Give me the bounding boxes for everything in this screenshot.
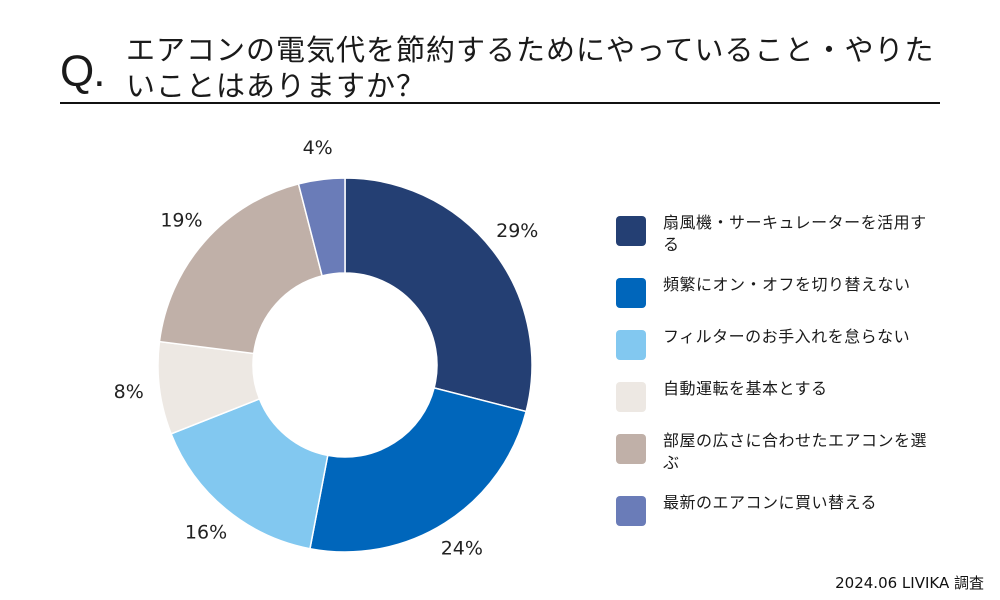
legend-swatch (616, 216, 646, 246)
legend-item: フィルターのお手入れを怠らない (616, 326, 946, 360)
legend-swatch (616, 382, 646, 412)
chart-header: Q. エアコンの電気代を節約するためにやっていること・やりたいことはありますか？ (60, 28, 940, 104)
legend-item: 自動運転を基本とする (616, 378, 946, 412)
chart-legend: 扇風機・サーキュレーターを活用する頻繁にオン・オフを切り替えない フィルターのお手… (616, 212, 946, 544)
donut-slice (309, 386, 528, 553)
source-note: 2024.06 LIVIKA 調査 (835, 574, 984, 592)
legend-label: 自動運転を基本とする (663, 379, 828, 398)
donut-slices (157, 177, 533, 553)
legend-label: フィルターのお手入れを怠らない (663, 327, 911, 346)
slice-percentage-label: 8% (114, 381, 144, 403)
legend-swatch (616, 434, 646, 464)
legend-label: 頻繁にオン・オフを切り替えない (663, 275, 911, 294)
slice-percentage-label: 29% (496, 220, 538, 242)
slice-percentage-label: 24% (441, 538, 483, 560)
chart-title: エアコンの電気代を節約するためにやっていること・やりたいことはありますか？ (126, 33, 935, 103)
legend-label: 部屋の広さに合わせたエアコンを選ぶ (663, 431, 928, 472)
slice-percentage-label: 4% (303, 137, 333, 159)
legend-swatch (616, 496, 646, 526)
donut-slice (158, 182, 324, 355)
legend-swatch (616, 278, 646, 308)
slice-percentage-label: 19% (160, 209, 202, 231)
question-mark: Q. (60, 47, 105, 96)
legend-item: 扇風機・サーキュレーターを活用する (616, 212, 946, 256)
legend-label: 最新のエアコンに買い替える (663, 493, 878, 512)
legend-label: 扇風機・サーキュレーターを活用する (663, 213, 927, 254)
donut-slice (297, 177, 346, 277)
donut-slice (344, 177, 533, 413)
title-divider (60, 102, 940, 104)
slice-percentage-label: 16% (185, 521, 227, 543)
legend-item: 頻繁にオン・オフを切り替えない (616, 274, 946, 308)
legend-item: 部屋の広さに合わせたエアコンを選ぶ (616, 430, 946, 474)
percentage-labels: 29% 24% 16% 8% 19% 4% (114, 137, 539, 559)
donut-slice (170, 397, 329, 550)
legend-item: 最新のエアコンに買い替える (616, 492, 946, 526)
legend-swatch (616, 330, 646, 360)
